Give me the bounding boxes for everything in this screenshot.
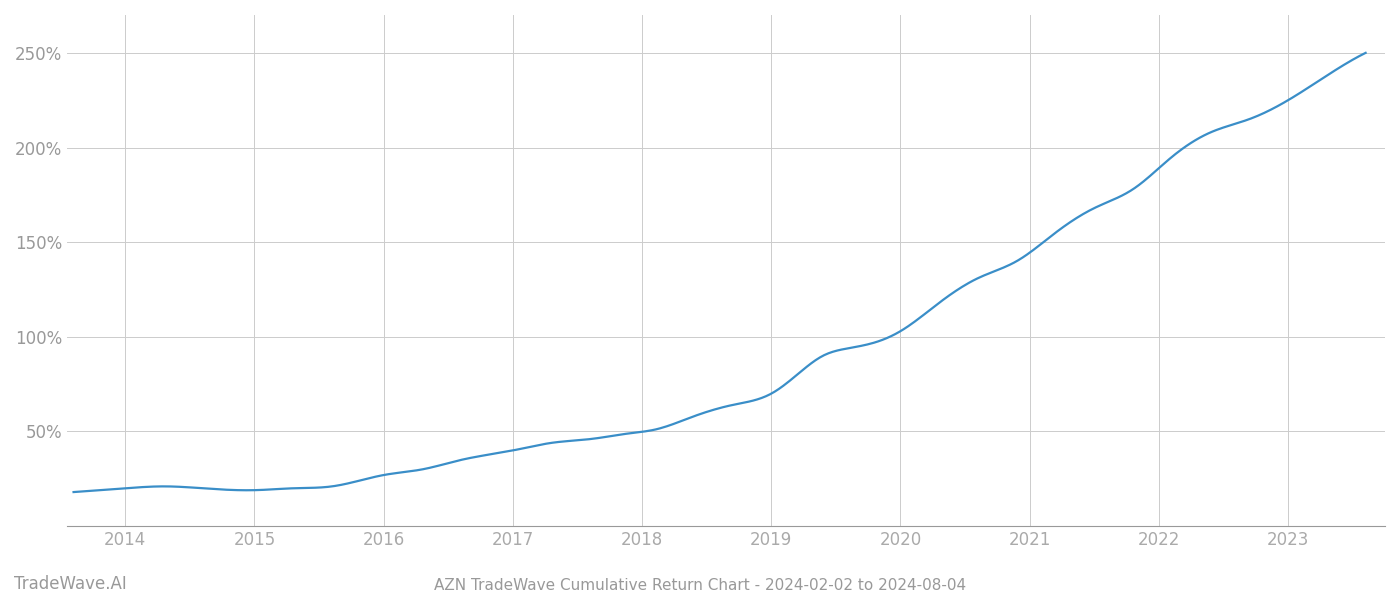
Text: TradeWave.AI: TradeWave.AI xyxy=(14,575,127,593)
Text: AZN TradeWave Cumulative Return Chart - 2024-02-02 to 2024-08-04: AZN TradeWave Cumulative Return Chart - … xyxy=(434,578,966,593)
